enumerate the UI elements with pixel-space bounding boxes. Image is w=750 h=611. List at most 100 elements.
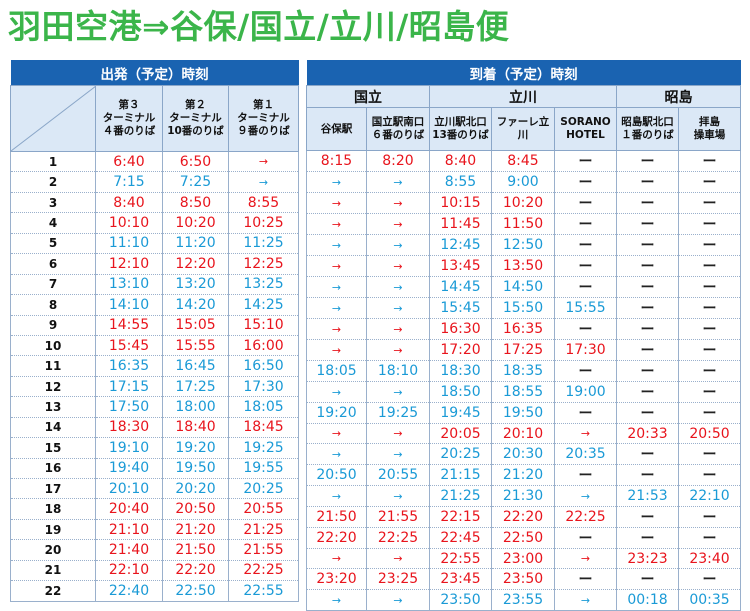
table-row: 23:20 23:25 23:45 23:50 ーーー <box>306 568 742 591</box>
arrival-time: 23:50 <box>429 589 492 611</box>
arrival-time: 11:50 <box>491 213 555 235</box>
dash-cell: ー <box>677 506 742 528</box>
dash-cell: ー <box>616 443 679 466</box>
arrow-cell: → <box>228 171 299 193</box>
departure-time: 16:50 <box>228 355 299 377</box>
departure-time: 15:45 <box>95 335 163 357</box>
departure-time: 7:15 <box>95 171 163 193</box>
arrival-time: 20:30 <box>491 443 555 466</box>
dash-cell: ー <box>616 171 679 193</box>
arrival-time: 21:30 <box>491 485 555 507</box>
row-number: 16 <box>10 458 96 480</box>
arrival-time: 22:45 <box>429 527 492 549</box>
departure-time: 11:10 <box>95 233 163 255</box>
table-row: → → 20:25 20:30 20:35 ーー <box>306 443 742 466</box>
arrow-cell: → <box>366 213 430 235</box>
arrow-cell: → <box>306 255 367 277</box>
table-row: → → 20:05 20:10 → 20:33 20:50 <box>306 423 742 445</box>
arrival-time: 16:35 <box>491 318 555 340</box>
departure-time: 7:25 <box>162 171 229 193</box>
arrival-time: 00:18 <box>616 589 679 611</box>
arrow-cell: → <box>306 589 367 611</box>
table-row: 18:05 18:10 18:30 18:35 ーーー <box>306 360 742 382</box>
departure-time: 20:55 <box>228 498 299 520</box>
arrival-time: 12:50 <box>491 234 555 256</box>
table-row: 13 17:50 18:00 18:05 <box>10 396 299 418</box>
arrival-time: 18:35 <box>491 360 555 382</box>
arrival-time: 15:50 <box>491 297 555 319</box>
table-row: 18 20:40 20:50 20:55 <box>10 498 299 520</box>
table-row: 20 21:40 21:50 21:55 <box>10 539 299 561</box>
arrow-cell: → <box>366 297 430 319</box>
corner-cell <box>10 85 96 152</box>
row-number: 12 <box>10 376 96 398</box>
arrival-time: 23:55 <box>491 589 555 611</box>
table-row: 16 19:40 19:50 19:55 <box>10 458 299 480</box>
dash-cell: ー <box>554 234 617 256</box>
arrival-time: 20:25 <box>429 443 492 466</box>
dash-cell: ー <box>677 464 742 487</box>
dash-cell: ー <box>616 568 679 591</box>
departure-time: 19:20 <box>162 437 229 459</box>
departure-table: 出発（予定）時刻 第３ ターミナル ４番のりば 第２ ターミナル 10番のりば 第１ ター… <box>10 60 299 602</box>
departure-time: 11:25 <box>228 233 299 255</box>
departure-time: 20:25 <box>228 478 299 500</box>
arrival-time: 19:20 <box>306 402 367 424</box>
departure-time: 19:55 <box>228 458 299 480</box>
row-number: 10 <box>10 335 96 357</box>
departure-time: 17:15 <box>95 376 163 398</box>
arrival-time: 8:45 <box>491 150 555 172</box>
departure-time: 21:40 <box>95 539 163 561</box>
row-number: 11 <box>10 355 96 377</box>
arr-col-header: 谷保駅 <box>306 107 367 151</box>
departure-time: 20:40 <box>95 498 163 520</box>
table-row: 1 6:40 6:50 → <box>10 151 299 173</box>
dash-cell: ー <box>677 276 742 298</box>
arrow-cell: → <box>366 192 430 214</box>
dash-cell: ー <box>616 234 679 256</box>
row-number: 18 <box>10 498 96 520</box>
arrival-time: 20:35 <box>554 443 617 466</box>
arrival-time: 13:50 <box>491 255 555 277</box>
table-row: → → 10:15 10:20 ーーー <box>306 192 742 214</box>
arrival-time: 21:55 <box>366 506 430 528</box>
table-row: 19 21:10 21:20 21:25 <box>10 519 299 541</box>
departure-time: 8:50 <box>162 192 229 214</box>
dash-cell: ー <box>677 318 742 340</box>
table-row: 3 8:40 8:50 8:55 <box>10 192 299 214</box>
departure-time: 6:40 <box>95 151 163 173</box>
departure-time: 15:05 <box>162 315 229 336</box>
table-row: → → 13:45 13:50 ーーー <box>306 255 742 277</box>
arrival-time: 21:25 <box>429 485 492 507</box>
dash-cell: ー <box>616 213 679 235</box>
dash-cell: ー <box>677 297 742 319</box>
row-number: 6 <box>10 253 96 275</box>
arrow-cell: → <box>306 548 367 570</box>
dash-cell: ー <box>554 318 617 340</box>
dash-cell: ー <box>677 402 742 424</box>
departure-time: 20:10 <box>95 478 163 500</box>
departure-time: 14:10 <box>95 294 163 316</box>
arrival-time: 22:25 <box>366 527 430 549</box>
dash-cell: ー <box>677 381 742 403</box>
table-row: 19:20 19:25 19:45 19:50 ーーー <box>306 402 742 424</box>
departure-time: 13:10 <box>95 274 163 296</box>
arrival-time: 21:15 <box>429 464 492 487</box>
arrival-time: 12:45 <box>429 234 492 256</box>
arrival-time: 15:45 <box>429 297 492 319</box>
table-row: 7 13:10 13:20 13:25 <box>10 274 299 296</box>
departure-time: 12:25 <box>228 253 299 275</box>
departure-time: 21:20 <box>162 519 229 541</box>
arrow-cell: → <box>228 151 299 173</box>
row-number: 2 <box>10 171 96 193</box>
departure-time: 8:40 <box>95 192 163 214</box>
row-number: 13 <box>10 396 96 418</box>
arrival-time: 20:05 <box>429 423 492 445</box>
arrow-cell: → <box>366 255 430 277</box>
dash-cell: ー <box>616 318 679 340</box>
arrival-time: 23:25 <box>366 568 430 591</box>
row-number: 7 <box>10 274 96 296</box>
departure-time: 13:25 <box>228 274 299 296</box>
arrow-cell: → <box>366 548 430 570</box>
departure-time: 22:25 <box>228 560 299 582</box>
